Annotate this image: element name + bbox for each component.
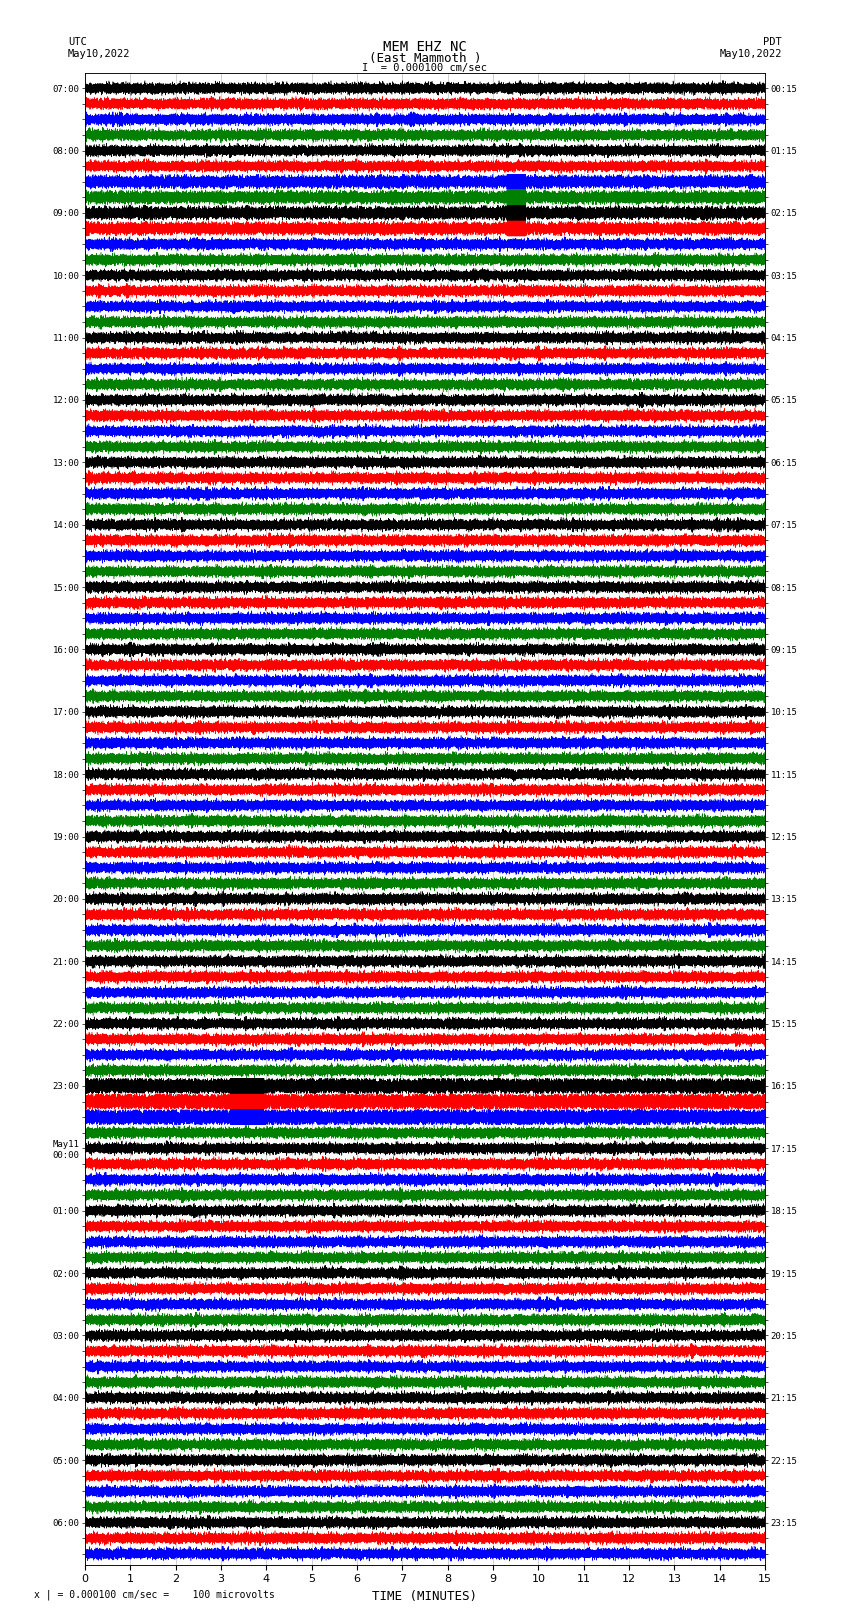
Text: (East Mammoth ): (East Mammoth )	[369, 52, 481, 65]
Text: MEM EHZ NC: MEM EHZ NC	[383, 40, 467, 55]
Text: PDT
May10,2022: PDT May10,2022	[719, 37, 782, 58]
Text: I  = 0.000100 cm/sec: I = 0.000100 cm/sec	[362, 63, 488, 73]
Text: UTC
May10,2022: UTC May10,2022	[68, 37, 131, 58]
Text: x | = 0.000100 cm/sec =    100 microvolts: x | = 0.000100 cm/sec = 100 microvolts	[34, 1589, 275, 1600]
X-axis label: TIME (MINUTES): TIME (MINUTES)	[372, 1590, 478, 1603]
